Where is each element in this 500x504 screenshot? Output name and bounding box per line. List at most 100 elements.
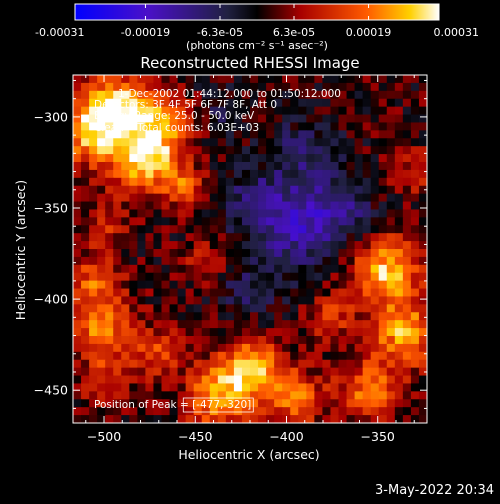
heatmap-cell [274,233,283,242]
heatmap-cell [185,272,195,282]
heatmap-cell [314,415,324,423]
heatmap-cell [209,415,219,423]
heatmap-cell [217,304,227,313]
heatmap-cell [153,343,163,353]
heatmap-cell [378,241,388,250]
heatmap-cell [290,328,299,337]
heatmap-cell [386,225,396,234]
heatmap-cell [354,75,364,84]
heatmap-cell [330,288,340,298]
heatmap-cell [418,217,427,226]
heatmap-cell [274,130,283,139]
heatmap-cell [314,280,324,290]
heatmap-cell [330,114,340,124]
heatmap-cell [153,280,163,290]
heatmap-cell [185,375,195,385]
heatmap-cell [121,280,130,290]
heatmap-cell [217,114,227,124]
heatmap-cell [418,359,427,369]
heatmap-cell [258,383,267,392]
heatmap-cell [209,241,219,250]
heatmap-cell [338,280,348,290]
heatmap-cell [250,209,259,218]
heatmap-cell [394,256,404,266]
heatmap-cell [354,336,364,345]
heatmap-cell [306,90,315,100]
heatmap-cell [145,399,155,408]
heatmap-cell [129,272,138,282]
heatmap-cell [370,169,380,179]
heatmap-cell [193,399,203,408]
annotation-detectors: Detectors: 3F 4F 5F 6F 7F 8F, Att 0 [94,99,277,111]
heatmap-cell [354,146,364,155]
heatmap-cell [346,146,356,155]
heatmap-cell [185,391,195,400]
heatmap-cell [298,82,307,92]
heatmap-cell [410,304,420,313]
heatmap-cell [73,201,82,211]
heatmap-cell [266,193,275,203]
heatmap-cell [386,185,396,195]
heatmap-cell [370,336,380,345]
heatmap-cell [209,407,219,416]
heatmap-cell [209,328,219,337]
heatmap-cell [274,280,283,290]
heatmap-cell [266,320,275,329]
heatmap-cell [81,280,90,290]
heatmap-cell [153,312,163,321]
heatmap-cell [193,209,203,218]
annotation-peak-position: Position of Peak = [-477,-320] [94,399,251,411]
heatmap-cell [201,201,211,211]
heatmap-cell [394,399,404,408]
heatmap-cell [250,249,259,258]
heatmap-cell [410,106,420,116]
heatmap-cell [225,336,235,345]
heatmap-cell [97,225,106,234]
heatmap-cell [97,296,106,305]
heatmap-cell [378,296,388,305]
heatmap-cell [402,312,412,321]
heatmap-cell [81,399,90,408]
heatmap-cell [250,399,259,408]
heatmap-cell [97,146,106,155]
heatmap-cell [193,328,203,337]
heatmap-cell [282,106,291,116]
heatmap-cell [97,351,106,361]
heatmap-cell [121,328,130,337]
heatmap-cell [209,193,219,203]
heatmap-cell [274,264,283,274]
heatmap-cell [338,114,348,124]
heatmap-cell [314,383,324,392]
heatmap-cell [153,415,163,423]
heatmap-cell [97,343,106,353]
heatmap-cell [298,256,307,266]
heatmap-cell [410,201,420,211]
heatmap-cell [241,296,251,305]
heatmap-cell [362,391,372,400]
heatmap-cell [394,106,404,116]
heatmap-cell [97,256,106,266]
heatmap-cell [177,114,187,124]
heatmap-cell [177,343,187,353]
heatmap-cell [73,351,82,361]
heatmap-cell [274,98,283,108]
heatmap-cell [105,351,114,361]
heatmap-cell [346,415,356,423]
heatmap-cell [137,304,147,313]
colorbar-tick-label: 6.3e-05 [273,26,315,39]
heatmap-cell [394,169,404,179]
heatmap-cell [161,256,171,266]
heatmap-cell [370,233,380,242]
heatmap-cell [338,320,348,329]
heatmap-cell [386,138,396,147]
heatmap-cell [394,146,404,155]
heatmap-cell [274,177,283,187]
heatmap-cell [378,343,388,353]
heatmap-cell [81,185,90,195]
heatmap-cell [193,288,203,298]
heatmap-cell [338,233,348,242]
heatmap-cell [402,177,412,187]
heatmap-cell [410,209,420,218]
heatmap-cell [290,367,299,377]
heatmap-cell [97,130,106,139]
